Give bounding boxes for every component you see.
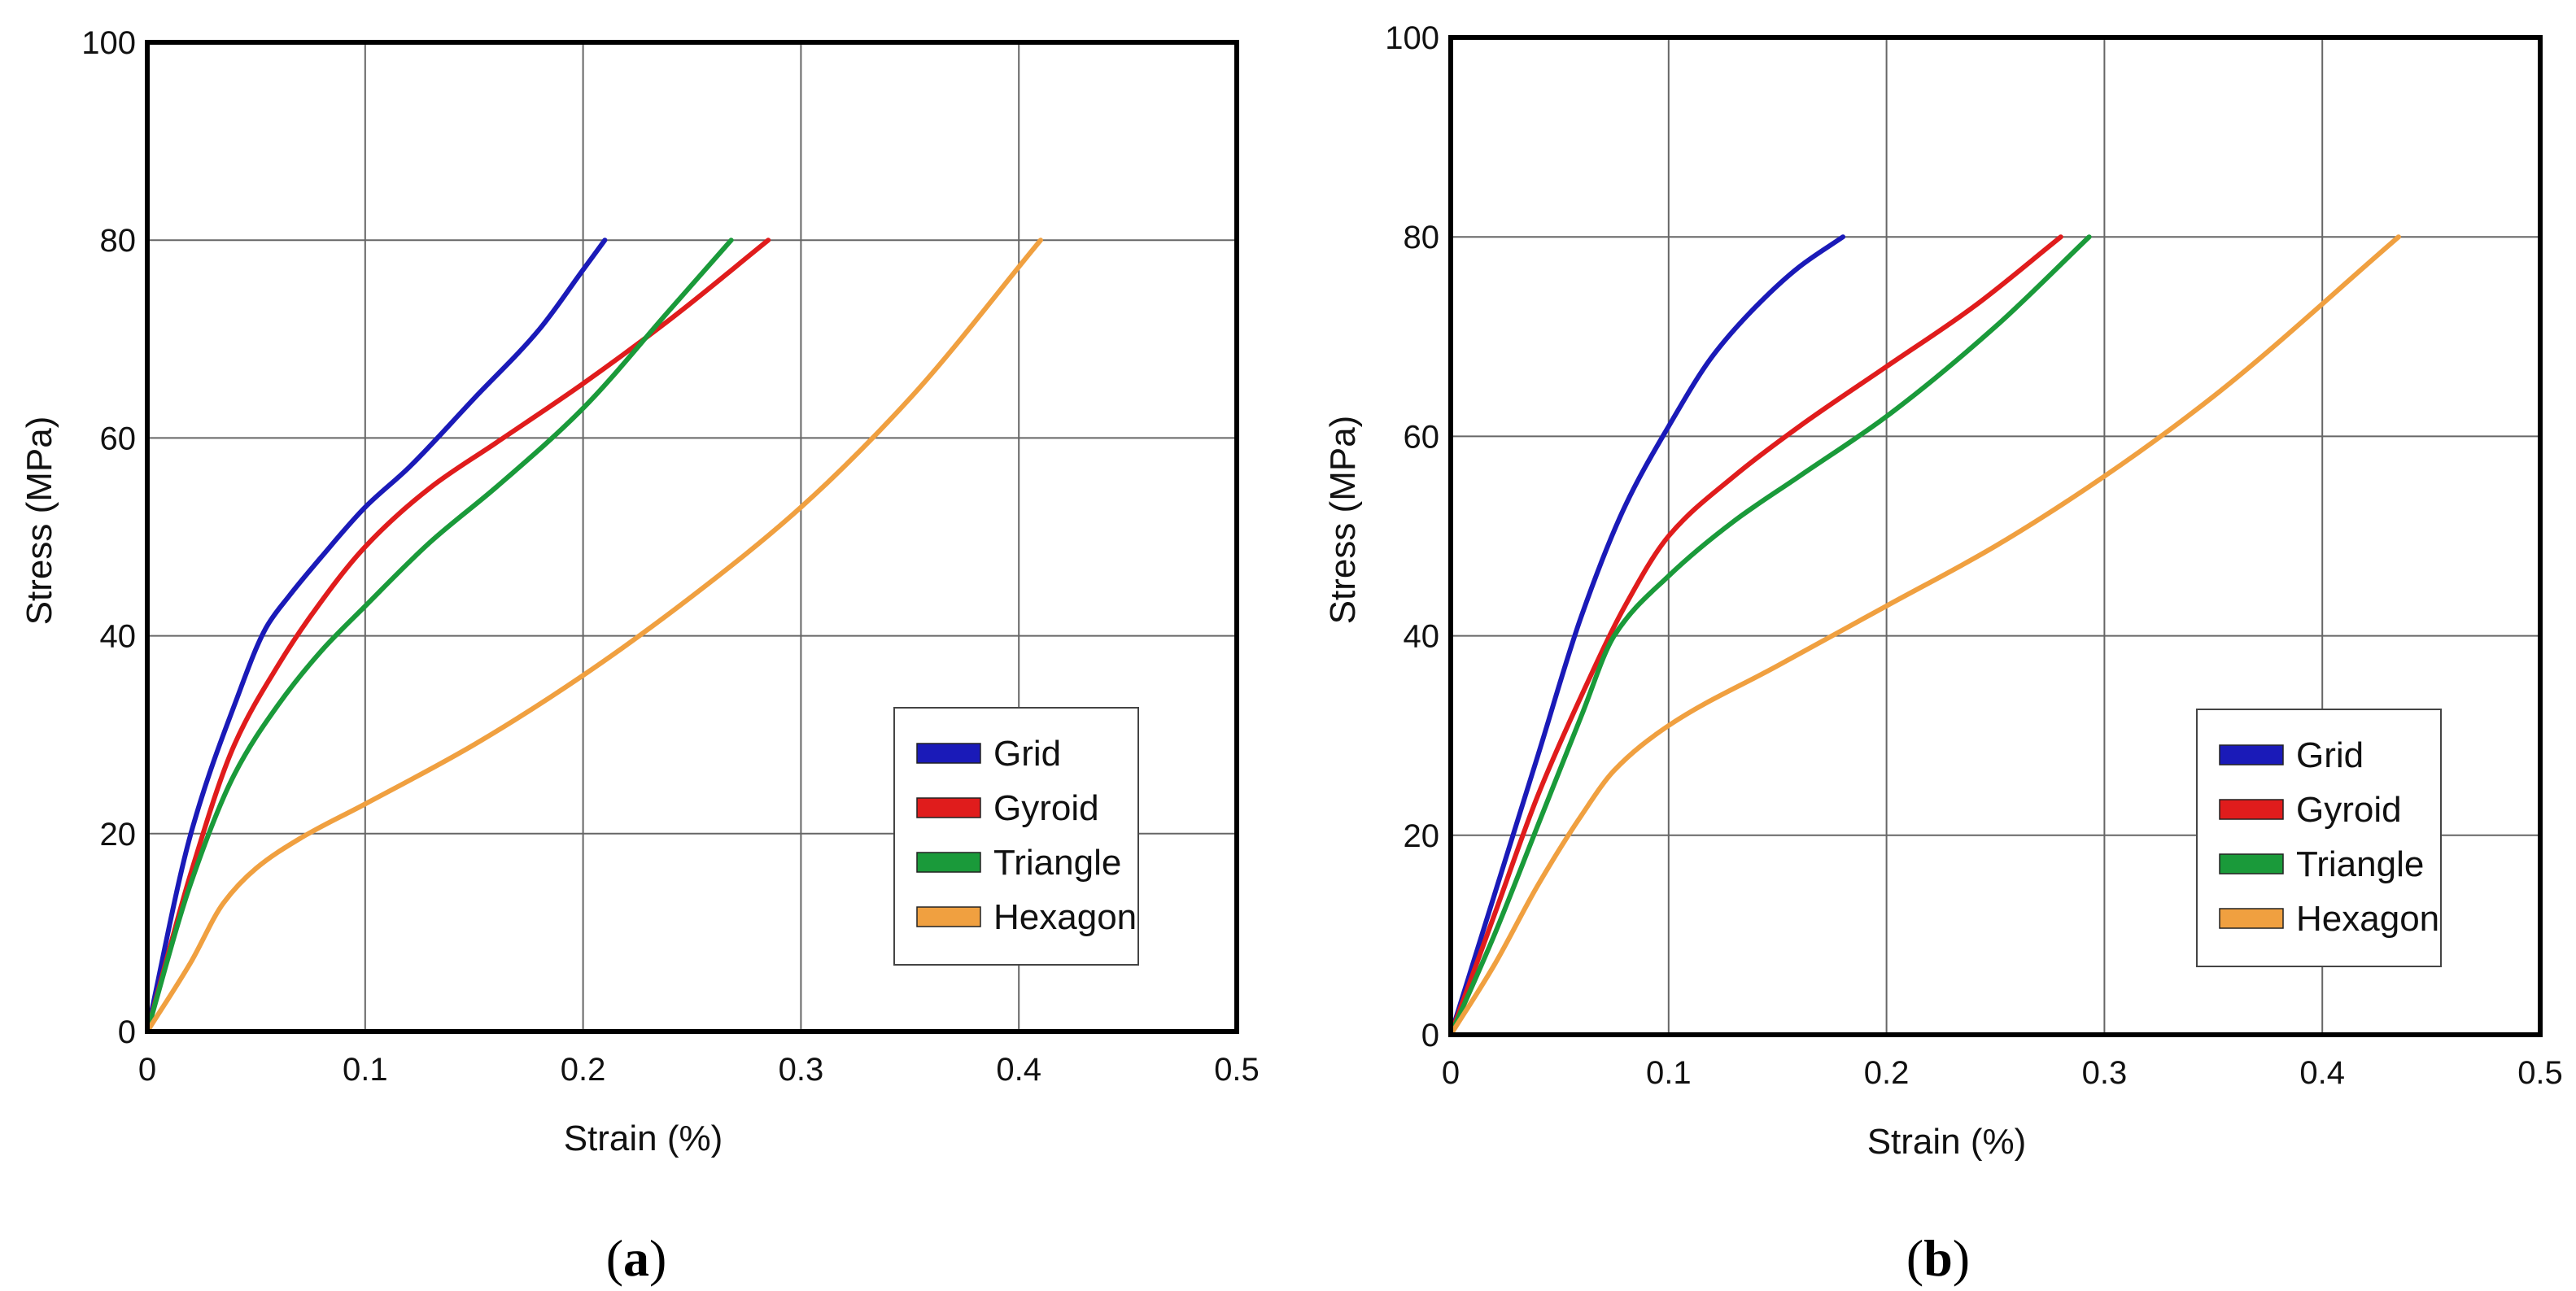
legend-swatch-gyroid — [916, 797, 981, 818]
x-tick-label: 0.3 — [2082, 1055, 2128, 1091]
y-tick-label: 80 — [100, 223, 137, 259]
series-line-grid — [1448, 234, 1846, 1037]
x-tick-label: 0.1 — [1646, 1055, 1692, 1091]
y-tick-label: 40 — [100, 619, 137, 655]
y-axis-label: Stress (MPa) — [1323, 416, 1363, 625]
series-line-triangle — [1448, 234, 2092, 1037]
y-tick-label: 0 — [118, 1014, 136, 1050]
y-tick-label: 20 — [100, 817, 137, 853]
y-tick-label: 0 — [1421, 1018, 1439, 1053]
legend-label-triangle: Triangle — [993, 843, 1121, 883]
x-axis-label: Strain (%) — [564, 1119, 723, 1158]
legend-label-grid: Grid — [2296, 735, 2364, 775]
x-tick-label: 0 — [1442, 1055, 1460, 1091]
series-line-hexagon — [1448, 234, 2401, 1037]
plot-frame — [1448, 35, 2543, 1037]
y-tick-label: 20 — [1404, 818, 1440, 854]
x-tick-label: 0.5 — [1214, 1052, 1260, 1088]
legend-swatch-grid — [916, 743, 981, 764]
legend-label-triangle: Triangle — [2296, 844, 2424, 884]
legend: Grid Gyroid Triangle Hexagon — [2196, 709, 2442, 967]
x-tick-label: 0.2 — [1864, 1055, 1910, 1091]
legend-swatch-triangle — [916, 852, 981, 873]
x-tick-label: 0.4 — [2299, 1055, 2345, 1091]
legend-label-gyroid: Gyroid — [993, 788, 1099, 828]
y-tick-label: 60 — [1404, 419, 1440, 455]
x-tick-label: 0.3 — [779, 1052, 824, 1088]
legend: Grid Gyroid Triangle Hexagon — [893, 707, 1139, 966]
plot-frame — [145, 40, 1239, 1034]
series-line-triangle — [145, 238, 734, 1034]
chart-panel-a: 0 0.1 0.2 0.3 0.4 0.5 0 20 40 60 80 100 Strain (%) St… — [20, 25, 1260, 1287]
legend-swatch-triangle — [2219, 853, 2284, 874]
legend-swatch-grid — [2219, 744, 2284, 765]
series-line-grid — [145, 238, 608, 1034]
legend-label-gyroid: Gyroid — [2296, 790, 2402, 830]
y-axis-label: Stress (MPa) — [20, 417, 59, 626]
x-tick-label: 0 — [138, 1052, 156, 1088]
panel-label: (a) — [606, 1229, 667, 1287]
y-tick-label: 40 — [1404, 619, 1440, 655]
x-tick-label: 0.5 — [2517, 1055, 2563, 1091]
legend-swatch-hexagon — [916, 906, 981, 927]
chart-panel-b: 0 0.1 0.2 0.3 0.4 0.5 0 20 40 60 80 100 Strain (%) St… — [1323, 20, 2563, 1287]
x-tick-label: 0.2 — [561, 1052, 606, 1088]
legend-label-grid: Grid — [993, 734, 1061, 774]
y-tick-label: 100 — [81, 25, 136, 61]
y-tick-label: 80 — [1404, 220, 1440, 255]
y-tick-label: 60 — [100, 421, 137, 456]
panel-label: (b) — [1906, 1229, 1970, 1287]
legend-label-hexagon: Hexagon — [2296, 899, 2439, 939]
legend-swatch-hexagon — [2219, 908, 2284, 929]
series-line-hexagon — [145, 238, 1043, 1034]
x-tick-label: 0.4 — [996, 1052, 1041, 1088]
legend-label-hexagon: Hexagon — [993, 897, 1137, 937]
x-axis-label: Strain (%) — [1867, 1122, 2027, 1162]
legend-swatch-gyroid — [2219, 799, 2284, 820]
series-line-gyroid — [145, 238, 771, 1034]
y-tick-label: 100 — [1385, 20, 1439, 56]
series-line-gyroid — [1448, 234, 2063, 1037]
x-tick-label: 0.1 — [343, 1052, 388, 1088]
